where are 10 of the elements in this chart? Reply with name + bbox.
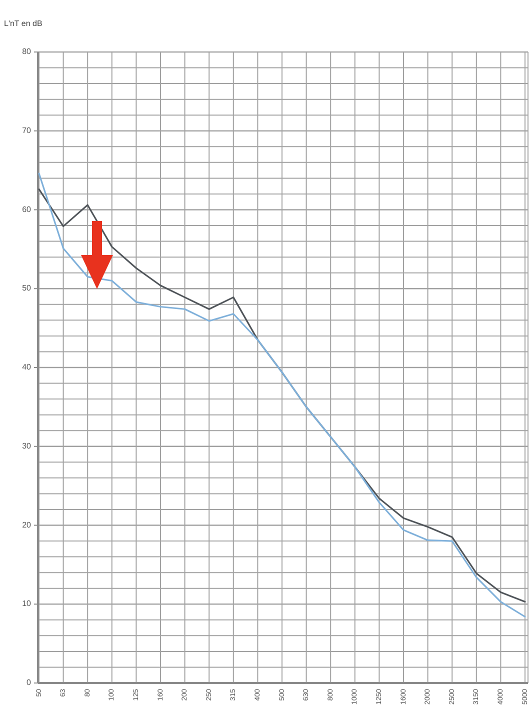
y-tick-label: 30	[22, 441, 32, 450]
y-tick-label: 60	[22, 204, 32, 214]
y-axis-title: L'nT en dB	[4, 19, 42, 28]
y-tick-label: 10	[22, 599, 32, 608]
y-tick-label: 40	[22, 362, 32, 372]
y-tick-label: 70	[22, 126, 32, 135]
y-tick-label: 50	[22, 284, 32, 293]
y-tick-label: 0	[26, 678, 32, 688]
y-tick-label: 80	[22, 47, 32, 56]
y-tick-label: 20	[22, 520, 32, 530]
